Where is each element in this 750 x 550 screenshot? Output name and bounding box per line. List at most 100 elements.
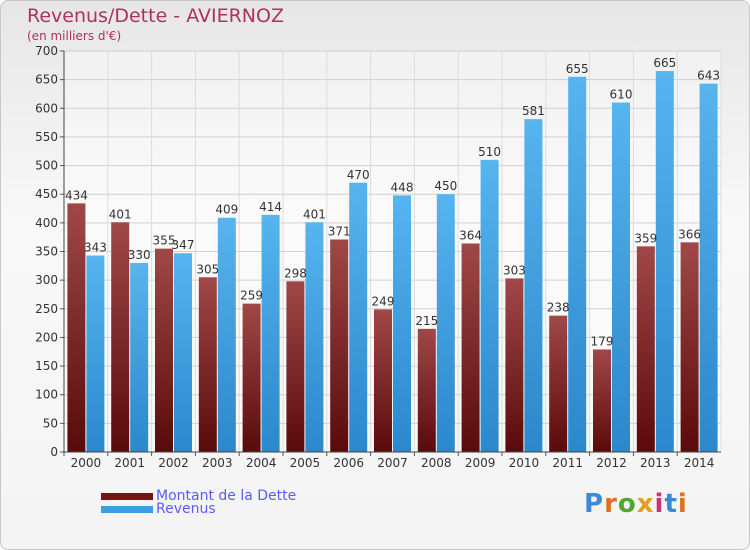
logo-letter: x bbox=[636, 489, 655, 519]
logo-letter: r bbox=[604, 489, 618, 519]
bar-revenue bbox=[393, 195, 411, 453]
data-label-revenue: 448 bbox=[391, 180, 414, 194]
bar-revenue bbox=[436, 194, 455, 452]
bar-revenue bbox=[349, 182, 368, 452]
x-tick-label: 2005 bbox=[290, 456, 321, 470]
logo-letter: P bbox=[584, 489, 605, 519]
bar-revenue bbox=[524, 119, 543, 453]
data-label-revenue: 414 bbox=[259, 200, 282, 214]
data-label-debt: 215 bbox=[415, 314, 438, 328]
bar-debt bbox=[67, 203, 86, 452]
logo-letter: t bbox=[664, 489, 678, 519]
data-label-debt: 249 bbox=[372, 294, 395, 308]
data-label-debt: 238 bbox=[547, 301, 570, 315]
x-tick-label: 2006 bbox=[333, 456, 364, 470]
data-label-revenue: 343 bbox=[84, 241, 107, 255]
bar-debt bbox=[198, 277, 217, 452]
y-tick-label: 550 bbox=[35, 130, 58, 144]
x-tick-label: 2000 bbox=[71, 456, 102, 470]
y-tick-label: 500 bbox=[35, 159, 58, 173]
data-label-debt: 298 bbox=[284, 266, 307, 280]
data-label-revenue: 665 bbox=[653, 56, 676, 70]
bar-revenue bbox=[217, 217, 236, 452]
data-label-debt: 305 bbox=[196, 262, 219, 276]
bar-debt bbox=[505, 278, 524, 452]
data-label-debt: 364 bbox=[459, 228, 482, 242]
bar-debt bbox=[680, 242, 699, 452]
data-label-debt: 366 bbox=[678, 227, 701, 241]
x-tick-label: 2007 bbox=[377, 456, 408, 470]
data-label-revenue: 510 bbox=[478, 145, 501, 159]
logo-letter: i bbox=[677, 489, 688, 519]
legend-item-revenue: Revenus bbox=[101, 501, 216, 517]
data-label-revenue: 470 bbox=[347, 168, 370, 182]
x-tick-label: 2013 bbox=[640, 456, 671, 470]
y-tick-label: 250 bbox=[35, 302, 58, 316]
y-tick-label: 100 bbox=[35, 388, 58, 402]
y-tick-label: 400 bbox=[35, 216, 58, 230]
x-tick-label: 2003 bbox=[202, 456, 233, 470]
y-tick-label: 300 bbox=[35, 273, 58, 287]
x-tick-label: 2008 bbox=[421, 456, 452, 470]
legend-swatch-debt bbox=[101, 492, 153, 500]
legend-item-debt: Montant de la Dette bbox=[101, 488, 296, 504]
data-label-revenue: 581 bbox=[522, 104, 545, 118]
data-label-revenue: 655 bbox=[566, 62, 589, 76]
bar-revenue bbox=[174, 253, 192, 452]
data-label-revenue: 330 bbox=[128, 248, 151, 262]
bar-revenue bbox=[130, 262, 149, 452]
x-tick-label: 2001 bbox=[114, 456, 145, 470]
bar-debt bbox=[593, 349, 611, 452]
bar-debt bbox=[461, 243, 480, 452]
data-label-debt: 259 bbox=[240, 289, 263, 303]
bar-debt bbox=[374, 309, 392, 452]
bar-revenue bbox=[86, 255, 105, 452]
bar-debt bbox=[549, 315, 568, 452]
y-tick-label: 650 bbox=[35, 73, 58, 87]
x-tick-label: 2004 bbox=[246, 456, 277, 470]
data-labels: 4343434013303553473054092594142984013714… bbox=[65, 56, 720, 348]
y-tick-label: 450 bbox=[35, 187, 58, 201]
chart-title: Revenus/Dette - AVIERNOZ bbox=[27, 5, 284, 27]
y-tick-label: 0 bbox=[50, 445, 58, 459]
x-tick-label: 2011 bbox=[552, 456, 583, 470]
x-tick-label: 2012 bbox=[596, 456, 627, 470]
x-tick-label: 2014 bbox=[684, 456, 715, 470]
y-tick-label: 700 bbox=[35, 44, 58, 58]
data-label-revenue: 450 bbox=[434, 179, 457, 193]
data-label-debt: 359 bbox=[634, 231, 657, 245]
logo-letter: i bbox=[654, 489, 665, 519]
y-tick-label: 200 bbox=[35, 330, 58, 344]
chart-subtitle: (en milliers d'€) bbox=[27, 29, 122, 43]
y-tick-label: 150 bbox=[35, 359, 58, 373]
data-label-revenue: 401 bbox=[303, 207, 326, 221]
bar-revenue bbox=[568, 76, 587, 453]
bar-debt bbox=[111, 222, 130, 452]
legend-label-debt: Montant de la Dette bbox=[156, 488, 297, 504]
proxiti-logo: Proxiti bbox=[584, 489, 688, 519]
data-label-debt: 355 bbox=[153, 234, 176, 248]
bars bbox=[67, 71, 718, 453]
legend-swatch-revenue bbox=[101, 505, 153, 513]
data-label-revenue: 409 bbox=[215, 203, 238, 217]
data-label-debt: 303 bbox=[503, 263, 526, 277]
logo-letter: o bbox=[617, 489, 637, 519]
bar-revenue bbox=[261, 214, 280, 452]
grid-lines bbox=[63, 50, 722, 453]
bar-debt bbox=[242, 303, 261, 452]
data-label-debt: 179 bbox=[591, 334, 614, 348]
bar-revenue bbox=[305, 222, 324, 452]
data-label-debt: 434 bbox=[65, 188, 88, 202]
axes: 0 50 100 150 200 250 300 350 400 450 500 550 600 650 7… bbox=[35, 44, 721, 470]
data-label-revenue: 347 bbox=[172, 238, 195, 252]
bar-debt bbox=[417, 328, 436, 452]
bar-revenue bbox=[699, 83, 718, 452]
bar-debt bbox=[286, 281, 305, 452]
x-tick-label: 2009 bbox=[465, 456, 496, 470]
bar-debt bbox=[636, 246, 655, 452]
legend-label-revenue: Revenus bbox=[156, 501, 216, 517]
bar-revenue bbox=[655, 71, 674, 453]
bar-revenue bbox=[480, 159, 499, 453]
